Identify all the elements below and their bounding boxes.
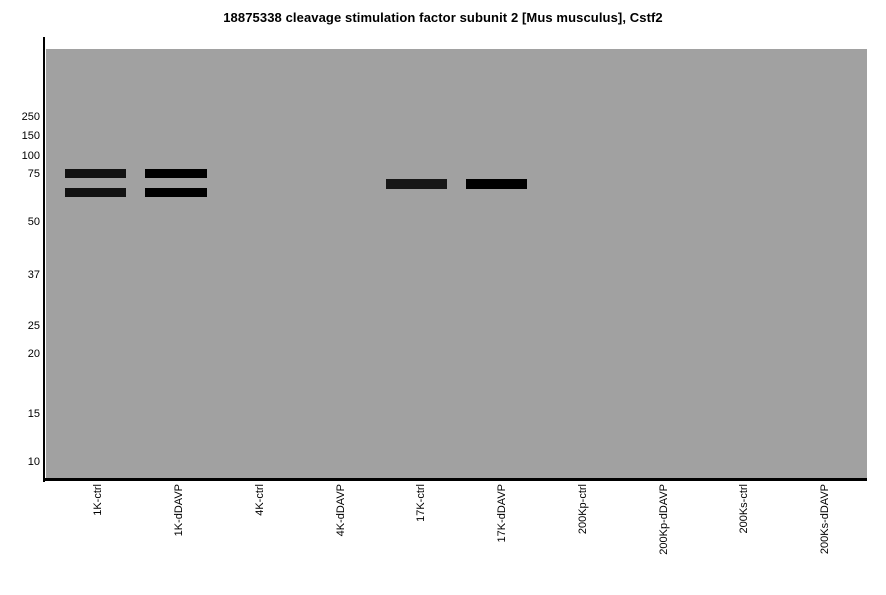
protein-band xyxy=(145,169,207,178)
mw-marker-label: 250 xyxy=(21,111,40,123)
mw-marker-label: 150 xyxy=(21,130,40,142)
gel-panel xyxy=(46,49,867,478)
lane-label: 200Kp-dDAVP xyxy=(658,484,670,555)
protein-band xyxy=(386,179,447,189)
lane-label: 200Ks-dDAVP xyxy=(819,484,831,555)
lane-label: 200Kp-ctrl xyxy=(577,484,589,535)
mw-marker-label: 37 xyxy=(27,269,40,281)
protein-band xyxy=(145,188,207,197)
lane-label: 4K-ctrl xyxy=(254,484,266,516)
protein-band xyxy=(65,188,126,197)
mw-marker-label: 50 xyxy=(27,216,40,228)
x-axis-line xyxy=(43,478,867,481)
lane-label: 17K-dDAVP xyxy=(496,484,508,543)
lane-label: 17K-ctrl xyxy=(415,484,427,522)
protein-band xyxy=(65,169,126,178)
mw-marker-label: 20 xyxy=(27,348,40,360)
mw-marker-label: 100 xyxy=(21,150,40,162)
lane-label: 1K-dDAVP xyxy=(173,484,185,537)
protein-band xyxy=(466,179,527,189)
mw-marker-label: 75 xyxy=(27,168,40,180)
mw-marker-label: 25 xyxy=(27,320,40,332)
lane-label: 1K-ctrl xyxy=(92,484,104,516)
mw-marker-label: 15 xyxy=(27,408,40,420)
figure-title: 18875338 cleavage stimulation factor sub… xyxy=(223,10,663,25)
lane-label: 200Ks-ctrl xyxy=(738,484,750,534)
lane-label: 4K-dDAVP xyxy=(335,484,347,537)
y-axis-line xyxy=(43,37,45,482)
mw-marker-label: 10 xyxy=(27,456,40,468)
